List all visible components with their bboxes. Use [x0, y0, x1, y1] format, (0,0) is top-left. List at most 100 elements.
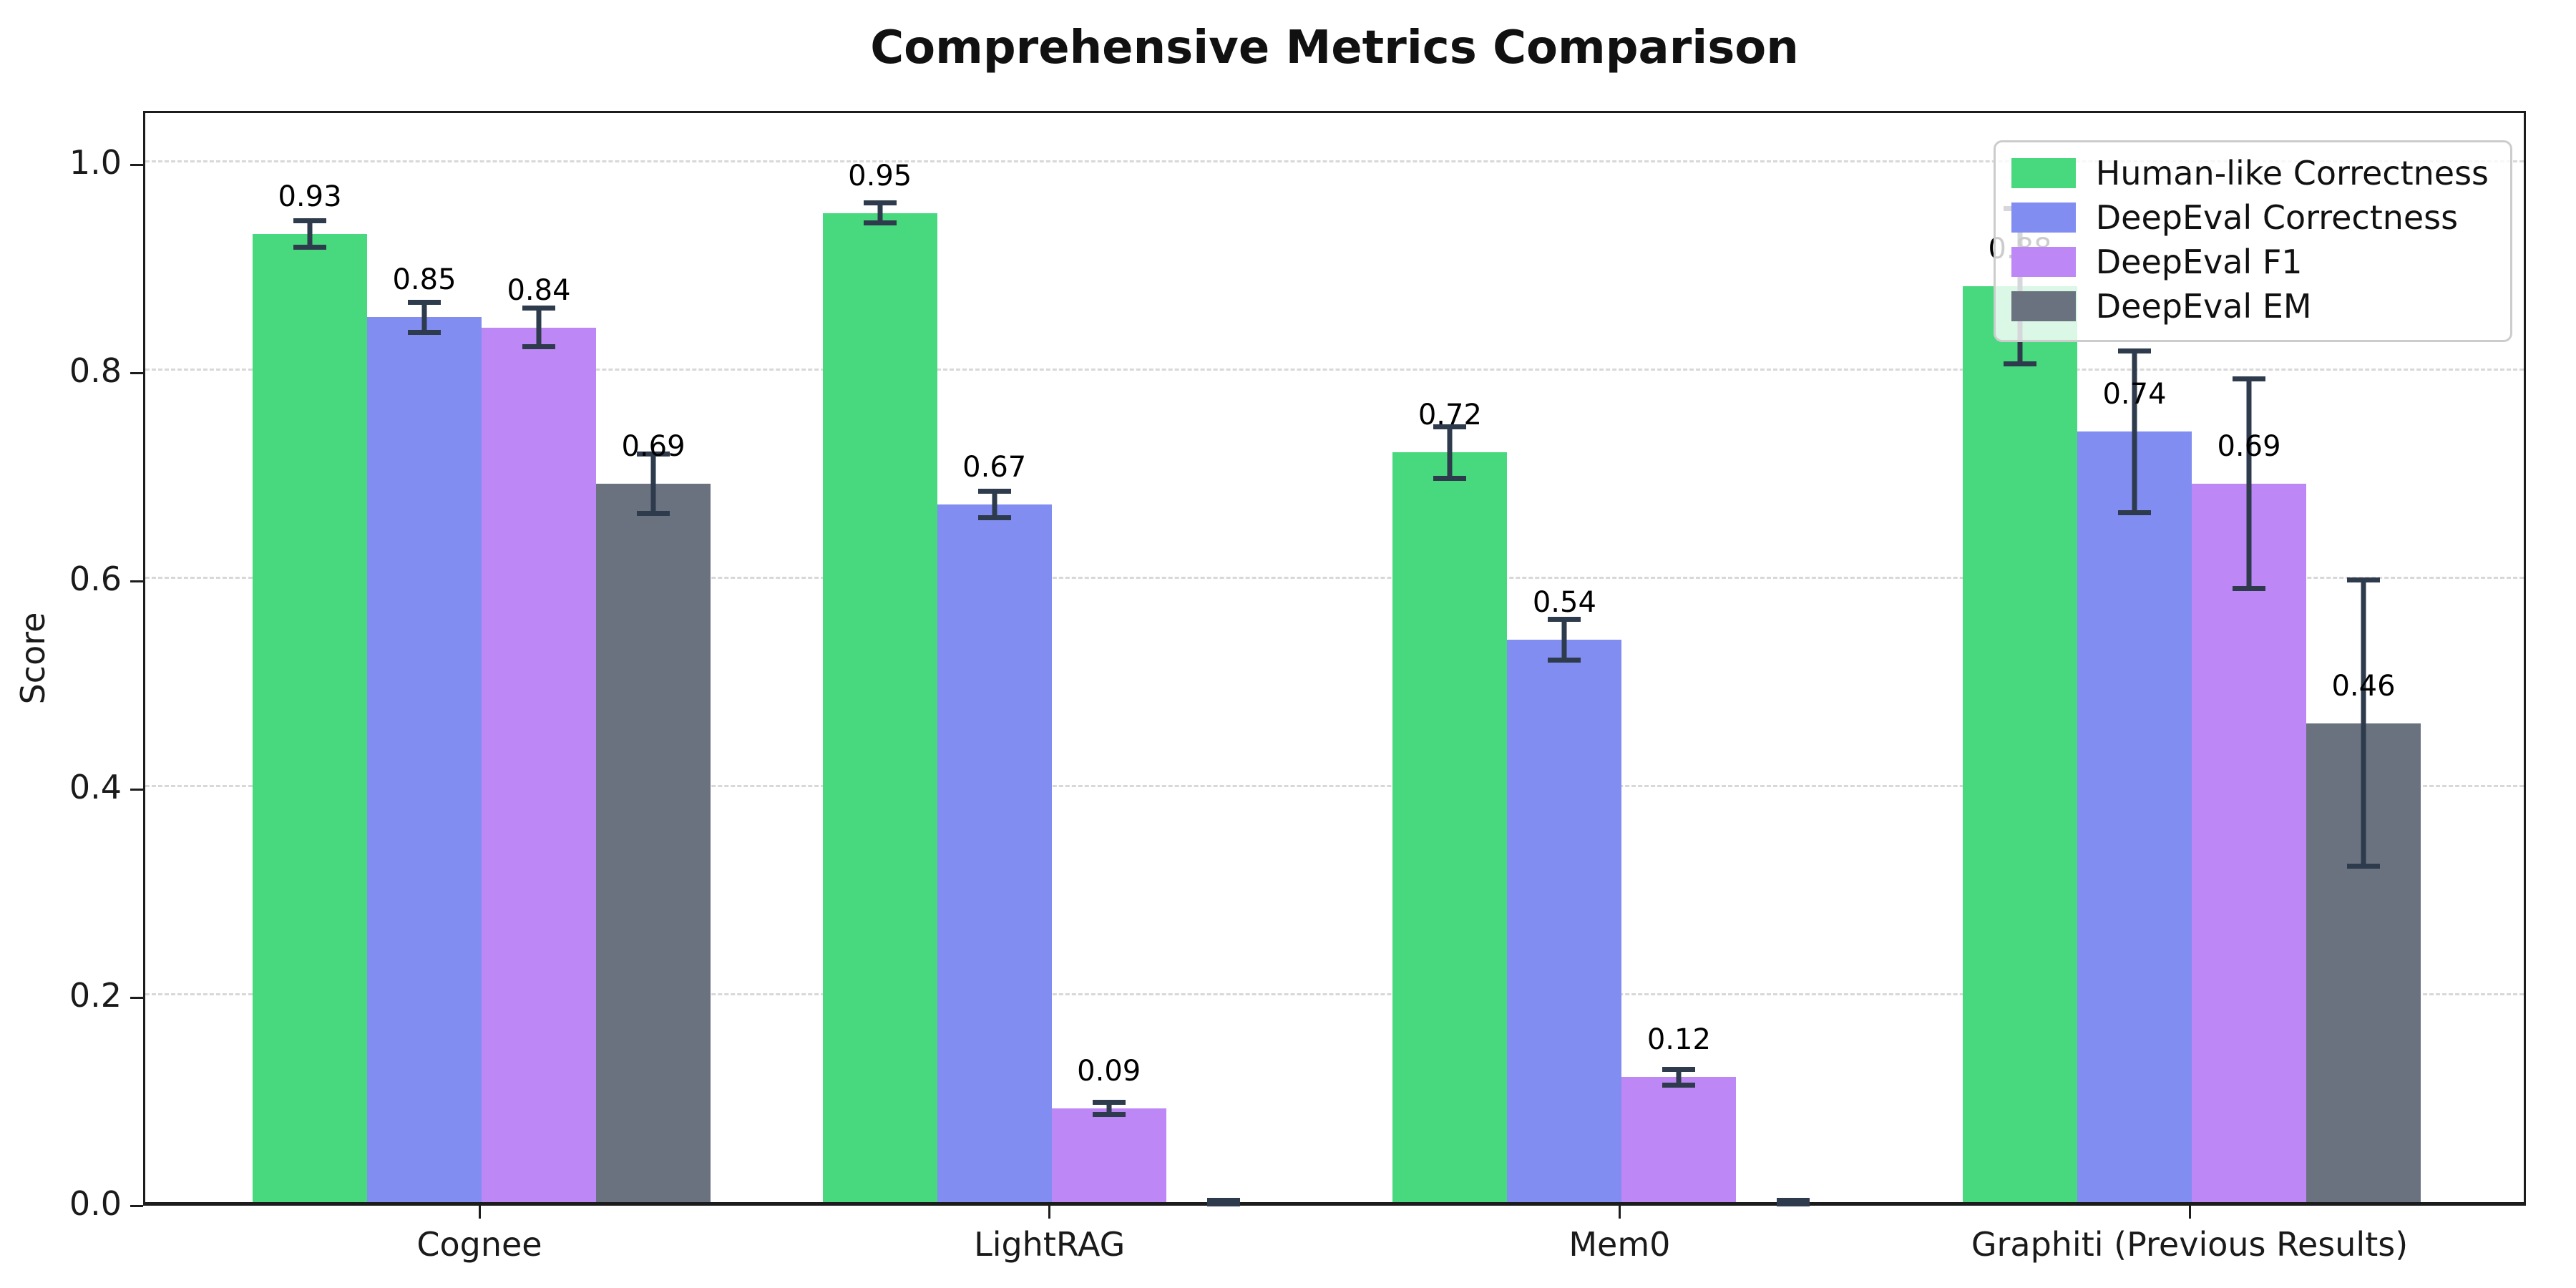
gridline-1.0	[145, 160, 2524, 162]
legend-row-DeepEval EM: DeepEval EM	[2011, 287, 2489, 326]
errorbar-DeepEval EM	[637, 451, 670, 517]
bar-group-Mem0: 0.72 0.54 0.12	[1392, 113, 1850, 1206]
y-tick-label-0.0: 0.0	[69, 1184, 122, 1223]
bar-slot: 0.12	[1621, 113, 1737, 1202]
bar-slot: 0.72	[1392, 113, 1508, 1202]
errorbar-cap-top	[863, 200, 897, 206]
bar-value-label: 0.72	[1418, 399, 1482, 432]
legend-label-DeepEval EM: DeepEval EM	[2095, 287, 2312, 326]
legend-swatch-DeepEval EM	[2011, 291, 2076, 321]
errorbar-cap-top	[2347, 577, 2380, 583]
legend-label-Human-like Correctness: Human-like Correctness	[2095, 154, 2489, 192]
errorbar-cap-bottom	[408, 330, 441, 335]
errorbar-cap-top	[1662, 1066, 1696, 1072]
errorbar-line	[2132, 348, 2137, 515]
errorbar-cap-bottom	[1662, 1082, 1696, 1088]
errorbar-cap-top	[637, 451, 670, 457]
errorbar-cap-bottom	[2004, 361, 2036, 366]
errorbar-line	[421, 299, 427, 335]
y-tick-mark-0.0	[130, 1204, 143, 1207]
errorbar-DeepEval F1	[2233, 376, 2265, 591]
y-tick-mark-0.6	[130, 580, 143, 582]
errorbar-DeepEval Correctness	[977, 489, 1011, 520]
y-tick-mark-1.0	[130, 163, 143, 166]
errorbar-Human-like Correctness	[863, 200, 897, 226]
errorbar-cap-top	[1777, 1198, 1810, 1204]
bar-slot: 0.67	[937, 113, 1052, 1202]
bar-group-Cognee: 0.93 0.85 0.84 0.69	[253, 113, 711, 1202]
x-tick-label-0: Cognee	[416, 1225, 542, 1264]
bar-slot: 0.09	[1051, 113, 1166, 1202]
bar-DeepEval F1	[482, 327, 596, 1202]
y-tick-label-0.4: 0.4	[69, 768, 122, 806]
errorbar-DeepEval F1	[522, 306, 555, 350]
y-tick-label-0.6: 0.6	[69, 560, 122, 598]
errorbar-cap-top	[1433, 424, 1467, 430]
bar-DeepEval F1	[2192, 484, 2306, 1202]
bar-value-label: 0.84	[507, 273, 571, 307]
errorbar-cap-top	[293, 218, 326, 224]
y-tick-label-1.0: 1.0	[69, 143, 122, 182]
errorbar-cap-bottom	[1777, 1201, 1810, 1206]
bar-slot: 0.69	[596, 113, 711, 1202]
errorbar-line	[1447, 424, 1453, 481]
errorbar-DeepEval Correctness	[1548, 617, 1581, 663]
bar-DeepEval Correctness	[367, 317, 482, 1202]
errorbar-DeepEval EM	[1206, 1198, 1240, 1206]
errorbar-DeepEval Correctness	[408, 299, 441, 335]
legend-row-DeepEval Correctness: DeepEval Correctness	[2011, 198, 2489, 237]
errorbar-DeepEval Correctness	[2118, 348, 2151, 515]
errorbar-line	[2246, 376, 2252, 591]
bar-value-label: 0.46	[2331, 669, 2396, 703]
bar-slot: 0.74	[2077, 113, 2192, 1202]
errorbar-cap-bottom	[1092, 1111, 1126, 1117]
bar-DeepEval Correctness	[2077, 431, 2192, 1202]
bar-group-LightRAG: 0.95 0.67 0.09	[822, 113, 1281, 1206]
x-tick-mark-0	[478, 1206, 481, 1219]
errorbar-cap-top	[1206, 1198, 1240, 1204]
x-tick-label-1: LightRAG	[974, 1225, 1126, 1264]
y-axis-label: Score	[14, 612, 52, 705]
gridline-0.4	[145, 784, 2524, 787]
bar-slot: 0.46	[2306, 113, 2421, 1202]
errorbar-DeepEval F1	[1092, 1100, 1126, 1117]
errorbar-cap-bottom	[637, 511, 670, 517]
y-tick-label-0.2: 0.2	[69, 976, 122, 1015]
y-tick-mark-0.2	[130, 996, 143, 999]
legend-label-DeepEval F1: DeepEval F1	[2095, 243, 2303, 281]
bar-value-label: 0.12	[1646, 1023, 1711, 1057]
y-tick-mark-0.8	[130, 371, 143, 374]
bar-DeepEval Correctness	[1507, 640, 1622, 1202]
legend: Human-like Correctness DeepEval Correctne…	[1993, 140, 2512, 342]
errorbar-line	[877, 200, 883, 226]
errorbar-line	[1106, 1100, 1112, 1117]
errorbar-line	[536, 306, 542, 350]
bar-DeepEval F1	[1051, 1108, 1166, 1202]
errorbar-cap-bottom	[293, 244, 326, 250]
bar-value-label: 0.67	[962, 451, 1027, 484]
legend-label-DeepEval Correctness: DeepEval Correctness	[2095, 198, 2459, 237]
errorbar-DeepEval EM	[1777, 1198, 1810, 1206]
bar-value-label: 0.09	[1077, 1054, 1141, 1088]
errorbar-line	[1561, 617, 1567, 663]
y-tick-mark-0.4	[130, 788, 143, 791]
errorbar-Human-like Correctness	[293, 218, 326, 250]
errorbar-cap-top	[1548, 617, 1581, 623]
bar-slot: 0.85	[367, 113, 482, 1202]
bar-DeepEval Correctness	[937, 504, 1052, 1202]
legend-swatch-DeepEval Correctness	[2011, 203, 2076, 233]
gridline-0.2	[145, 992, 2524, 995]
errorbar-cap-bottom	[2233, 585, 2265, 591]
errorbar-cap-bottom	[2347, 864, 2380, 869]
legend-swatch-DeepEval F1	[2011, 247, 2076, 277]
bar-value-label: 0.74	[2102, 378, 2167, 411]
errorbar-line	[650, 451, 656, 517]
errorbar-cap-top	[522, 306, 555, 311]
errorbar-cap-bottom	[977, 514, 1011, 520]
errorbar-cap-bottom	[522, 344, 555, 350]
errorbar-cap-top	[408, 299, 441, 305]
legend-swatch-Human-like Correctness	[2011, 158, 2076, 188]
bar-Human-like Correctness	[1963, 286, 2077, 1202]
bar-DeepEval EM	[596, 484, 711, 1202]
